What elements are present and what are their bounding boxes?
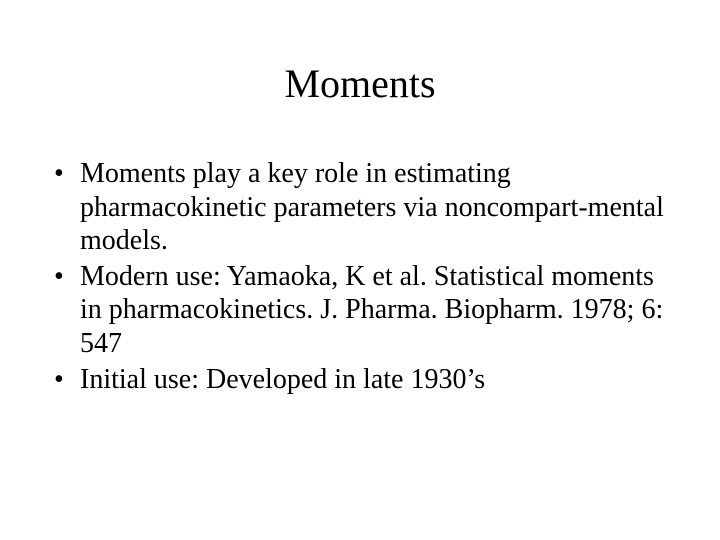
bullet-item: Initial use: Developed in late 1930’s (76, 363, 672, 397)
bullet-item: Moments play a key role in estimating ph… (76, 157, 672, 258)
slide-title: Moments (48, 60, 672, 107)
slide: Moments Moments play a key role in estim… (0, 0, 720, 540)
bullet-list: Moments play a key role in estimating ph… (48, 157, 672, 398)
bullet-item: Modern use: Yamaoka, K et al. Statistica… (76, 260, 672, 361)
